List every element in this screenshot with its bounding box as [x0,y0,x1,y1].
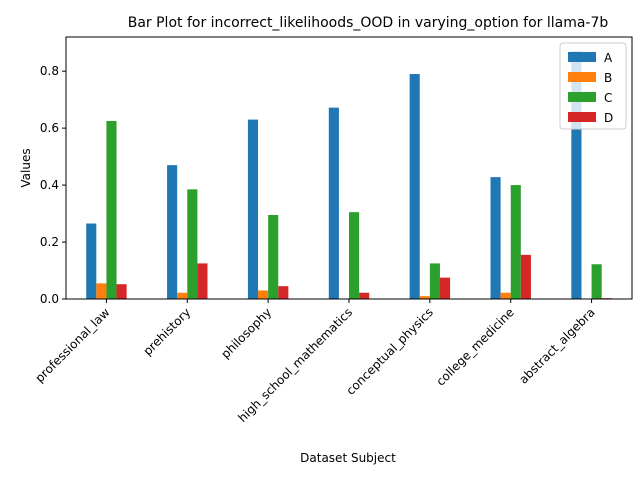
bar-C-conceptual_physics [429,263,440,299]
legend-label-C: C [604,91,612,105]
bar-C-philosophy [268,214,279,299]
bar-C-professional_law [106,121,117,299]
bar-B-professional_law [96,283,107,299]
x-axis-label: Dataset Subject [300,451,396,465]
bar-B-college_medicine [500,292,511,299]
bar-C-prehistory [187,189,198,299]
y-tick-label: 0.6 [40,121,59,135]
legend-swatch-D [568,112,596,122]
bar-D-prehistory [197,263,208,299]
x-tick-label: professional_law [32,305,112,385]
bar-A-philosophy [247,119,259,299]
chart-title: Bar Plot for incorrect_likelihoods_OOD i… [128,15,609,31]
x-tick-label: college_medicine [433,305,516,388]
y-tick-label: 0.4 [40,178,59,192]
bar-A-college_medicine [490,177,501,299]
legend-swatch-C [568,92,596,102]
y-tick-label: 0.0 [40,292,59,306]
x-tick-label: conceptual_physics [343,305,436,398]
legend-swatch-B [568,72,596,82]
bar-D-professional_law [116,284,127,299]
bar-D-high_school_mathematics [359,292,370,299]
y-axis-label: Values [19,148,33,187]
bar-C-abstract_algebra [591,264,602,299]
bar-D-conceptual_physics [439,277,451,299]
bar-D-college_medicine [520,254,531,299]
legend-label-D: D [604,111,613,125]
bar-C-high_school_mathematics [349,212,360,299]
legend-swatch-A [568,52,596,62]
bar-B-prehistory [177,292,188,299]
legend-box [559,42,627,130]
y-tick-label: 0.8 [40,64,59,78]
bars-group [86,51,612,300]
bar-A-abstract_algebra [571,51,582,299]
bar-A-conceptual_physics [409,74,420,300]
x-tick-label: abstract_algebra [516,305,597,386]
bar-A-high_school_mathematics [328,107,339,299]
bar-A-prehistory [167,165,178,299]
y-tick-label: 0.2 [40,235,59,249]
bar-C-college_medicine [510,185,521,299]
x-tick-label: prehistory [140,305,193,358]
y-axis: 0.0 0.2 0.4 0.6 0.8 [40,64,66,306]
x-axis: professional_law prehistory philosophyhigh… [32,299,598,425]
bar-B-philosophy [258,290,269,299]
bar-A-professional_law [86,223,97,299]
bar-D-philosophy [278,286,289,299]
legend-label-B: B [604,71,612,85]
bar-B-conceptual_physics [419,296,430,299]
legend-label-A: A [604,51,613,65]
x-tick-label: philosophy [218,305,274,361]
